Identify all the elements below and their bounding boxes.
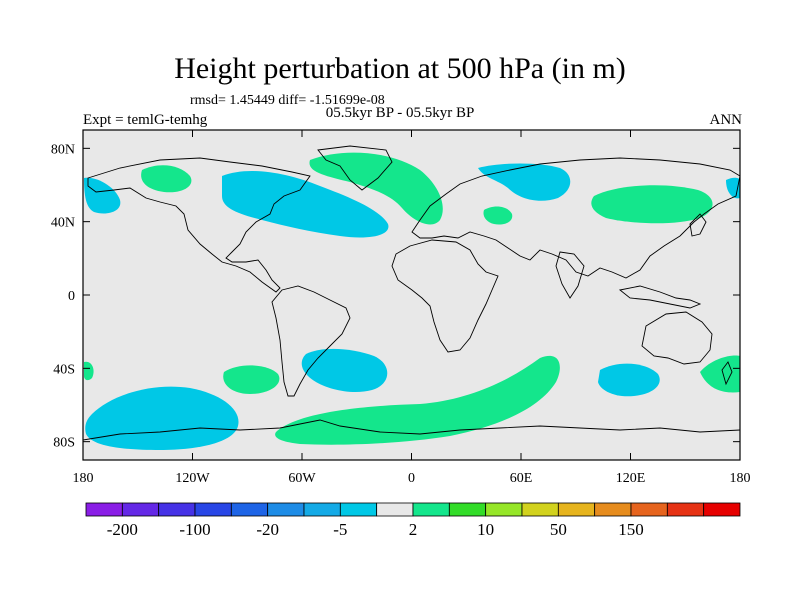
lon-tick-label: 180 — [730, 471, 751, 486]
coastline-australia — [641, 311, 713, 365]
anomaly-region-negative — [478, 163, 571, 201]
longitude-axis: 180 120W 60W 0 60E 120E 180 — [73, 130, 751, 486]
anomaly-region-negative — [301, 348, 388, 393]
season-label: ANN — [709, 112, 743, 128]
colorbar-box — [666, 502, 705, 517]
anomaly-field — [84, 152, 740, 450]
lon-tick-label: 60W — [288, 471, 316, 486]
colorbar-box — [448, 502, 487, 517]
coastline-japan — [689, 213, 707, 237]
colorbar-box — [485, 502, 523, 517]
coastlines — [83, 145, 740, 441]
anomaly-region-positive — [275, 355, 560, 445]
lon-tick-label: 120E — [616, 471, 646, 486]
anomaly-region-negative — [598, 363, 660, 397]
anomaly-region-positive — [700, 355, 740, 393]
colorbar-box — [376, 502, 414, 517]
anomaly-region-negative — [84, 177, 121, 214]
colorbar-label: 10 — [477, 520, 494, 539]
colorbar-label: 2 — [409, 520, 418, 539]
coastline-south-america — [271, 285, 351, 397]
lon-tick-label: 0 — [408, 471, 415, 486]
colorbar-label: 150 — [618, 520, 644, 539]
plot-title: Height perturbation at 500 hPa (in m) — [174, 52, 626, 85]
lat-tick-label: 40N — [51, 216, 75, 231]
colorbar-box — [557, 502, 596, 517]
colorbar-box — [412, 502, 450, 517]
lat-tick-label: 80S — [53, 436, 75, 451]
coastline-north-america — [87, 157, 311, 293]
rmsd-diff-stats: rmsd= 1.45449 diff= -1.51699e-08 — [190, 93, 385, 108]
colorbar-box — [630, 502, 668, 517]
colorbar-label: -20 — [256, 520, 279, 539]
period-subtitle: 05.5kyr BP - 05.5kyr BP — [325, 105, 475, 121]
colorbar-box — [339, 502, 378, 517]
coastline-antarctica — [83, 419, 740, 441]
colorbar-box — [303, 502, 341, 517]
lat-tick-label: 40S — [53, 362, 75, 377]
colorbar-box — [194, 502, 232, 517]
coastline-greenland — [317, 145, 393, 191]
colorbar-label: 50 — [550, 520, 567, 539]
colorbar-label: -200 — [107, 520, 138, 539]
colorbar-box — [267, 502, 305, 517]
coastline-maritime-asia — [618, 285, 702, 309]
lat-tick-label: 0 — [68, 289, 75, 304]
colorbar-label: -5 — [333, 520, 347, 539]
anomaly-region-positive — [84, 361, 94, 381]
lon-tick-label: 60E — [510, 471, 533, 486]
anomaly-region-positive — [483, 206, 513, 225]
colorbar-box — [521, 502, 559, 517]
coastline-africa — [391, 239, 499, 353]
lon-tick-label: 180 — [73, 471, 94, 486]
colorbar-box — [121, 502, 160, 517]
colorbar-box — [158, 502, 196, 517]
colorbar-box — [594, 502, 632, 517]
anomaly-region-negative — [222, 171, 389, 238]
colorbar-box — [230, 502, 269, 517]
colorbar-box — [703, 502, 741, 517]
colorbar-box — [85, 502, 123, 517]
latitude-axis: 80N 40N 0 40S 80S — [51, 142, 740, 451]
anomaly-region-positive — [141, 165, 192, 193]
colorbar: -200 -100 -20 -5 2 10 50 150 — [85, 502, 741, 539]
experiment-label: Expt = temlG-temhg — [83, 112, 208, 128]
coastline-india — [555, 251, 585, 299]
coastline-eurasia — [411, 157, 740, 279]
colorbar-label: -100 — [179, 520, 210, 539]
lat-tick-label: 80N — [51, 142, 75, 157]
anomaly-region-positive — [223, 365, 280, 394]
coastline-new-zealand — [721, 361, 733, 386]
anomaly-region-positive — [591, 185, 713, 224]
lon-tick-label: 120W — [175, 471, 210, 486]
